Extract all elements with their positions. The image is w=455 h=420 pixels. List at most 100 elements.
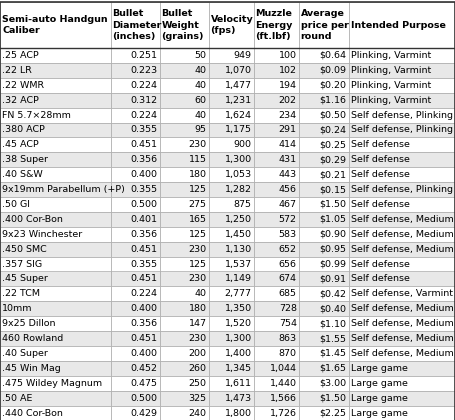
- Text: 60: 60: [195, 96, 207, 105]
- Text: Self defense, Varmint: Self defense, Varmint: [351, 289, 453, 298]
- Bar: [349, 63, 455, 78]
- Bar: [111, 182, 160, 197]
- Text: 0.224: 0.224: [131, 289, 157, 298]
- Text: 1,149: 1,149: [225, 274, 252, 284]
- Bar: [0, 212, 111, 227]
- Text: 414: 414: [279, 140, 297, 150]
- Text: $0.15: $0.15: [319, 185, 347, 194]
- Bar: [254, 257, 299, 271]
- Text: Self defense: Self defense: [351, 260, 410, 268]
- Bar: [349, 197, 455, 212]
- Text: 1,624: 1,624: [225, 110, 252, 120]
- Bar: [299, 197, 349, 212]
- Bar: [0, 406, 111, 420]
- Text: 900: 900: [233, 140, 252, 150]
- Text: 40: 40: [195, 110, 207, 120]
- Text: 0.451: 0.451: [131, 274, 157, 284]
- Text: 234: 234: [278, 110, 297, 120]
- Text: 1,070: 1,070: [225, 66, 252, 75]
- Text: .32 ACP: .32 ACP: [2, 96, 39, 105]
- Text: 0.400: 0.400: [131, 349, 157, 358]
- Bar: [299, 376, 349, 391]
- Bar: [160, 152, 209, 167]
- Bar: [209, 167, 254, 182]
- Bar: [111, 227, 160, 241]
- Text: 125: 125: [188, 260, 207, 268]
- Text: 1,231: 1,231: [224, 96, 252, 105]
- Bar: [254, 2, 299, 48]
- Bar: [209, 93, 254, 108]
- Text: .25 ACP: .25 ACP: [2, 51, 39, 60]
- Text: 0.451: 0.451: [131, 334, 157, 343]
- Text: 0.356: 0.356: [130, 230, 157, 239]
- Text: 9x25 Dillon: 9x25 Dillon: [2, 319, 56, 328]
- Text: 115: 115: [188, 155, 207, 164]
- Text: 125: 125: [188, 185, 207, 194]
- Bar: [349, 93, 455, 108]
- Bar: [254, 123, 299, 137]
- Text: 456: 456: [279, 185, 297, 194]
- Text: 1,175: 1,175: [225, 126, 252, 134]
- Text: Large game: Large game: [351, 364, 408, 373]
- Bar: [349, 227, 455, 241]
- Bar: [160, 93, 209, 108]
- Text: Large game: Large game: [351, 409, 408, 417]
- Bar: [111, 361, 160, 376]
- Bar: [349, 316, 455, 331]
- Bar: [0, 123, 111, 137]
- Bar: [160, 78, 209, 93]
- Bar: [254, 271, 299, 286]
- Bar: [209, 331, 254, 346]
- Bar: [209, 197, 254, 212]
- Text: 165: 165: [188, 215, 207, 224]
- Bar: [0, 346, 111, 361]
- Text: 0.475: 0.475: [131, 379, 157, 388]
- Bar: [254, 137, 299, 152]
- Text: Self defense, Medium game: Self defense, Medium game: [351, 230, 455, 239]
- Text: 125: 125: [188, 230, 207, 239]
- Bar: [160, 241, 209, 257]
- Bar: [254, 331, 299, 346]
- Bar: [0, 48, 111, 63]
- Text: 443: 443: [278, 170, 297, 179]
- Bar: [254, 93, 299, 108]
- Bar: [254, 376, 299, 391]
- Text: 0.400: 0.400: [131, 170, 157, 179]
- Text: .380 ACP: .380 ACP: [2, 126, 45, 134]
- Text: $3.00: $3.00: [319, 379, 347, 388]
- Bar: [209, 152, 254, 167]
- Bar: [0, 78, 111, 93]
- Bar: [111, 152, 160, 167]
- Text: 1,440: 1,440: [270, 379, 297, 388]
- Bar: [349, 346, 455, 361]
- Text: .45 Super: .45 Super: [2, 274, 48, 284]
- Text: 870: 870: [279, 349, 297, 358]
- Bar: [0, 316, 111, 331]
- Bar: [209, 108, 254, 123]
- Text: 875: 875: [233, 200, 252, 209]
- Text: Self defense: Self defense: [351, 170, 410, 179]
- Text: 0.451: 0.451: [131, 140, 157, 150]
- Bar: [299, 123, 349, 137]
- Text: 0.500: 0.500: [131, 200, 157, 209]
- Text: 1,800: 1,800: [225, 409, 252, 417]
- Text: Plinking, Varmint: Plinking, Varmint: [351, 51, 432, 60]
- Bar: [160, 257, 209, 271]
- Bar: [111, 137, 160, 152]
- Text: 40: 40: [195, 289, 207, 298]
- Text: .22 LR: .22 LR: [2, 66, 32, 75]
- Text: 0.401: 0.401: [131, 215, 157, 224]
- Bar: [0, 257, 111, 271]
- Bar: [160, 212, 209, 227]
- Text: $0.91: $0.91: [319, 274, 347, 284]
- Text: 40: 40: [195, 66, 207, 75]
- Text: .38 Super: .38 Super: [2, 155, 48, 164]
- Bar: [111, 331, 160, 346]
- Text: 9x23 Winchester: 9x23 Winchester: [2, 230, 83, 239]
- Text: 0.400: 0.400: [131, 304, 157, 313]
- Bar: [111, 271, 160, 286]
- Bar: [111, 286, 160, 301]
- Bar: [111, 391, 160, 406]
- Bar: [209, 78, 254, 93]
- Text: 0.355: 0.355: [130, 185, 157, 194]
